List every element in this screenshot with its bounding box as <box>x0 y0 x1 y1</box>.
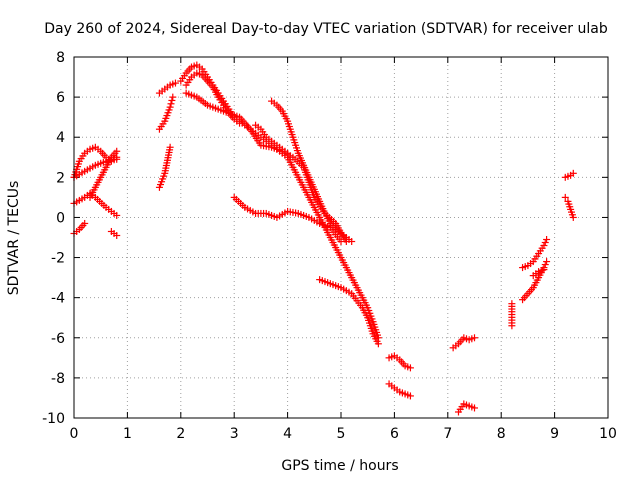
y-tick-label: 2 <box>56 170 65 186</box>
data-point <box>471 404 478 412</box>
x-tick-label: 6 <box>390 426 399 442</box>
data-point <box>569 169 577 177</box>
data-point <box>541 239 549 247</box>
data-point <box>543 236 551 244</box>
data-point <box>406 364 414 372</box>
y-tick-label: -6 <box>51 331 65 347</box>
y-axis-label: SDTVAR / TECUs <box>6 181 22 296</box>
data-point <box>561 193 569 201</box>
data-point <box>337 238 345 246</box>
y-tick-label: 8 <box>56 50 65 66</box>
data-point <box>166 143 174 151</box>
y-tick-label: -10 <box>42 411 65 427</box>
x-tick-label: 3 <box>230 426 239 442</box>
data-point <box>374 340 382 348</box>
data-point <box>543 258 551 266</box>
x-tick-label: 4 <box>283 426 292 442</box>
y-tick-label: 6 <box>56 90 65 106</box>
data-point <box>508 322 516 330</box>
data-points <box>70 61 577 416</box>
x-tick-label: 7 <box>443 426 452 442</box>
plot-frame <box>73 56 609 419</box>
data-point <box>171 79 179 87</box>
data-point <box>541 261 549 269</box>
data-point <box>113 155 121 163</box>
data-point <box>113 147 121 155</box>
x-tick-label: 10 <box>599 426 617 442</box>
data-point <box>540 266 548 274</box>
y-tick-label: -4 <box>51 291 65 307</box>
data-point <box>569 213 577 221</box>
data-point <box>113 231 121 239</box>
data-point <box>113 211 121 219</box>
data-point <box>540 242 548 250</box>
x-tick-label: 1 <box>123 426 132 442</box>
data-point <box>166 103 174 111</box>
y-tick-label: -8 <box>51 371 65 387</box>
data-point <box>169 93 177 101</box>
y-tick-labels: -10 -8 -6 -4 -2 0 2 4 6 8 <box>42 50 65 427</box>
data-point <box>167 100 175 108</box>
x-tick-labels: 0 1 2 3 4 5 6 7 8 9 10 <box>70 426 617 442</box>
y-tick-label: 4 <box>56 130 65 146</box>
x-tick-label: 8 <box>497 426 506 442</box>
chart-title: Day 260 of 2024, Sidereal Day-to-day VTE… <box>44 21 608 37</box>
data-point <box>168 96 176 104</box>
x-axis-label: GPS time / hours <box>281 458 398 474</box>
y-tick-label: -2 <box>51 251 65 267</box>
data-point <box>471 334 478 342</box>
data-point <box>284 149 292 157</box>
x-tick-label: 0 <box>70 426 79 442</box>
y-tick-label: 0 <box>56 210 65 226</box>
x-tick-label: 5 <box>337 426 346 442</box>
data-point <box>406 392 414 400</box>
x-tick-label: 9 <box>550 426 559 442</box>
data-point <box>81 219 89 227</box>
data-point <box>348 238 356 246</box>
x-tick-label: 2 <box>176 426 185 442</box>
